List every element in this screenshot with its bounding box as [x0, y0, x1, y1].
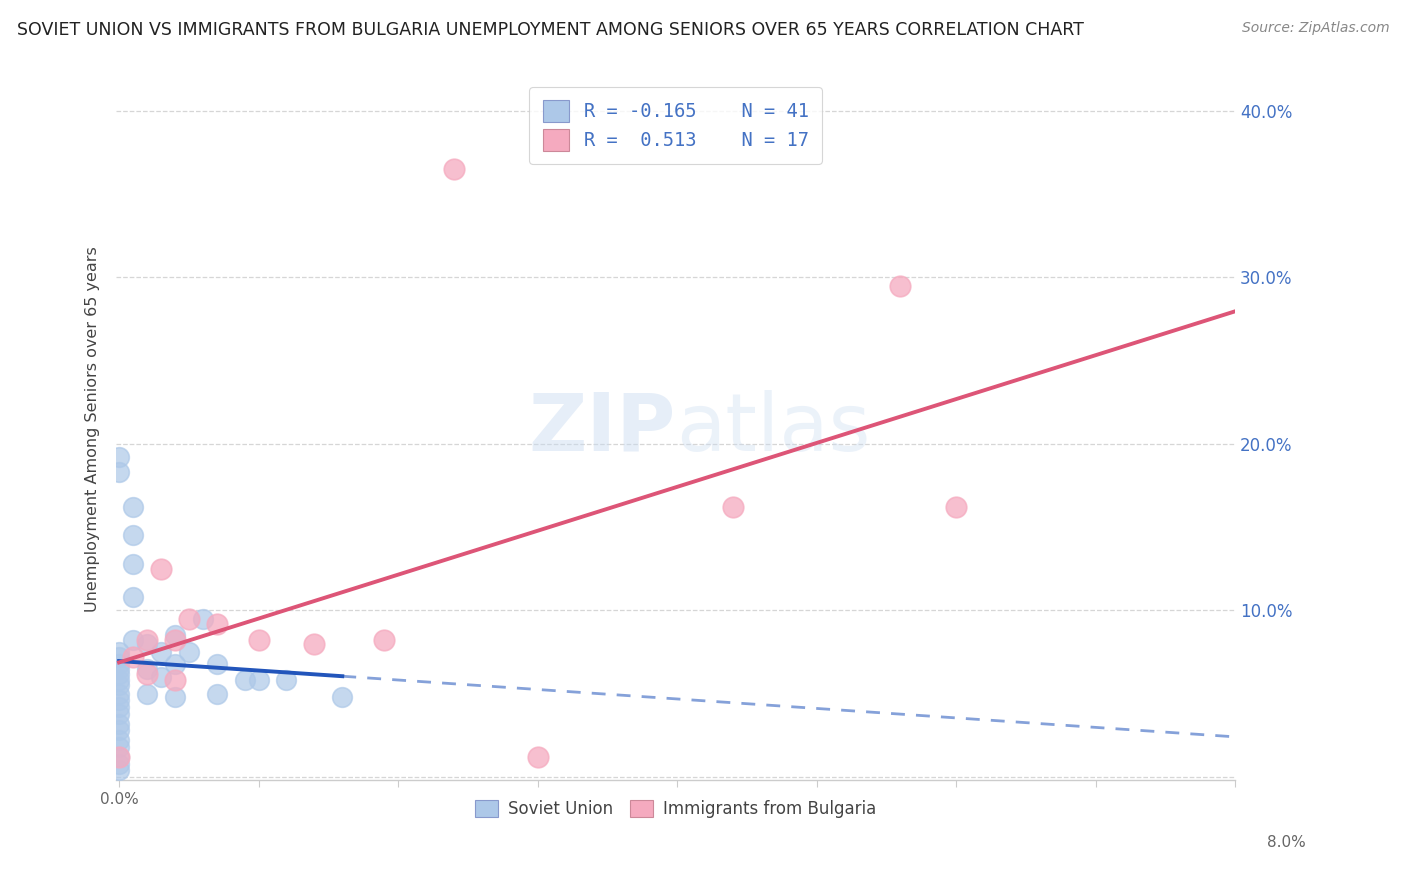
Point [205, 687, 228, 701]
Point [108, 650, 131, 665]
Point [276, 673, 298, 688]
Point [373, 633, 395, 648]
Text: 8.0%: 8.0% [1267, 836, 1306, 850]
Point [136, 662, 159, 676]
Point [122, 633, 145, 648]
Point [108, 733, 131, 747]
Point [443, 162, 465, 177]
Point [122, 557, 145, 571]
Y-axis label: Unemployment Among Seniors over 65 years: Unemployment Among Seniors over 65 years [86, 246, 100, 612]
Point [945, 500, 967, 515]
Point [108, 465, 131, 479]
Point [526, 750, 548, 764]
Point [108, 666, 131, 681]
Point [108, 706, 131, 721]
Point [108, 662, 131, 676]
Point [108, 693, 131, 707]
Point [247, 633, 270, 648]
Point [330, 690, 353, 704]
Point [108, 756, 131, 771]
Legend: Soviet Union, Immigrants from Bulgaria: Soviet Union, Immigrants from Bulgaria [468, 793, 883, 825]
Point [108, 723, 131, 738]
Point [163, 657, 186, 671]
Point [108, 764, 131, 778]
Point [108, 678, 131, 692]
Point [108, 450, 131, 465]
Point [122, 500, 145, 515]
Point [108, 673, 131, 688]
Text: atlas: atlas [676, 390, 870, 468]
Text: SOVIET UNION VS IMMIGRANTS FROM BULGARIA UNEMPLOYMENT AMONG SENIORS OVER 65 YEAR: SOVIET UNION VS IMMIGRANTS FROM BULGARIA… [17, 21, 1084, 39]
Point [136, 687, 159, 701]
Point [149, 645, 172, 659]
Point [163, 673, 186, 688]
Text: ZIP: ZIP [529, 390, 676, 468]
Point [889, 278, 911, 293]
Point [247, 673, 270, 688]
Point [163, 628, 186, 642]
Point [108, 657, 131, 671]
Text: Source: ZipAtlas.com: Source: ZipAtlas.com [1241, 21, 1389, 36]
Point [163, 690, 186, 704]
Point [233, 673, 256, 688]
Point [163, 633, 186, 648]
Point [108, 739, 131, 754]
Point [149, 670, 172, 684]
Point [108, 700, 131, 714]
Point [205, 616, 228, 631]
Point [136, 666, 159, 681]
Point [108, 716, 131, 731]
Point [108, 645, 131, 659]
Point [721, 500, 744, 515]
Point [177, 612, 200, 626]
Point [122, 528, 145, 542]
Point [177, 645, 200, 659]
Point [304, 637, 326, 651]
Point [122, 650, 145, 665]
Point [136, 637, 159, 651]
Point [108, 687, 131, 701]
Point [205, 657, 228, 671]
Point [108, 750, 131, 764]
Point [108, 750, 131, 764]
Point [136, 633, 159, 648]
Point [149, 562, 172, 576]
Point [122, 590, 145, 604]
Point [191, 612, 214, 626]
